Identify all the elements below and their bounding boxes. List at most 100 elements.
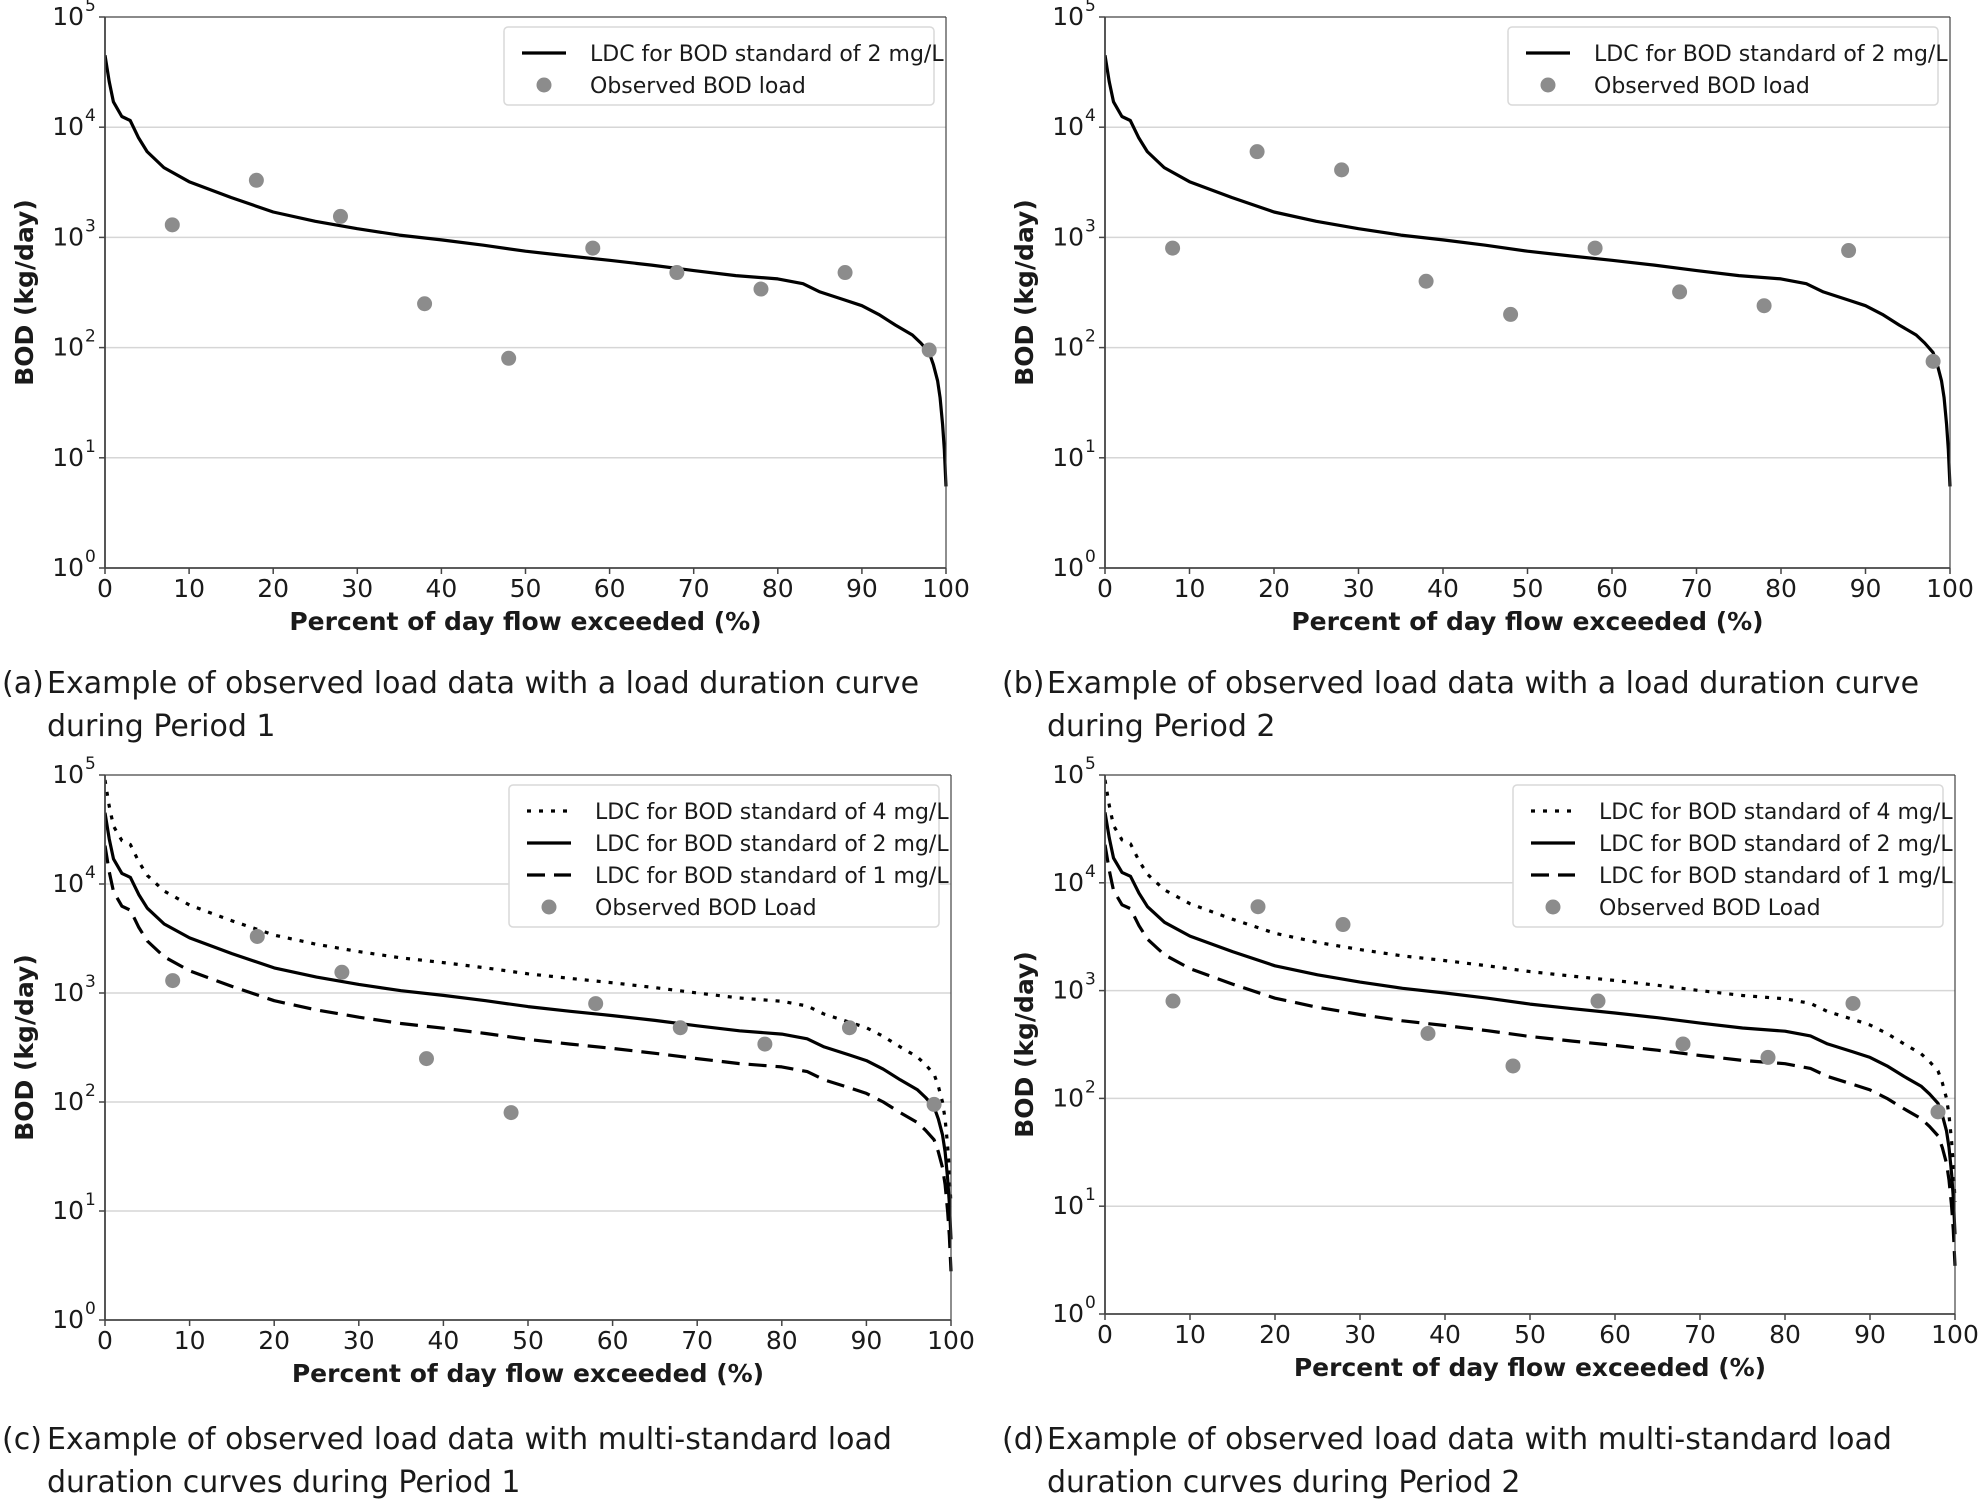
y-tick-exponent: 3 xyxy=(1085,970,1096,990)
data-point xyxy=(926,1096,942,1112)
x-tick-label: 20 xyxy=(257,574,289,603)
y-tick-label: 10 xyxy=(52,112,84,141)
series-line-dotted xyxy=(105,779,953,1207)
legend-label: LDC for BOD standard of 2 mg/L xyxy=(590,42,944,67)
x-tick-label: 80 xyxy=(762,574,794,603)
x-tick-label: 0 xyxy=(1097,574,1113,603)
legend-swatch-point xyxy=(1545,899,1561,915)
x-tick-label: 10 xyxy=(1174,574,1206,603)
data-point xyxy=(1930,1104,1946,1120)
y-tick-label: 10 xyxy=(52,1196,84,1225)
data-point xyxy=(757,1036,773,1052)
x-tick-label: 70 xyxy=(681,1326,713,1355)
x-tick-label: 60 xyxy=(1599,1320,1631,1349)
data-point xyxy=(418,1051,434,1067)
x-tick-label: 70 xyxy=(1684,1320,1716,1349)
y-tick-label: 10 xyxy=(1052,976,1084,1005)
x-tick-label: 50 xyxy=(512,1326,544,1355)
caption-a-tag: (a) xyxy=(2,666,44,701)
data-point xyxy=(588,996,604,1012)
x-tick-label: 90 xyxy=(1850,574,1882,603)
series-line-solid xyxy=(1105,812,1957,1235)
y-tick-exponent: 2 xyxy=(85,1081,96,1101)
y-tick-label: 10 xyxy=(52,443,84,472)
y-tick-label: 10 xyxy=(52,1087,84,1116)
data-point xyxy=(841,1020,857,1036)
y-tick-label: 10 xyxy=(1052,1083,1084,1112)
data-point xyxy=(669,265,685,281)
caption-a-text: Example of observed load data with a loa… xyxy=(47,666,920,744)
data-point xyxy=(1590,993,1606,1009)
x-tick-label: 80 xyxy=(1765,574,1797,603)
data-point xyxy=(249,928,265,944)
data-point xyxy=(1845,995,1861,1011)
y-tick-exponent: 0 xyxy=(1085,1293,1096,1313)
legend: LDC for BOD standard of 4 mg/L LDC for BO… xyxy=(508,784,949,928)
data-point xyxy=(1756,298,1772,314)
x-axis-label: Percent of day flow exceeded (%) xyxy=(289,607,761,636)
x-tick-label: 40 xyxy=(425,574,457,603)
y-tick-exponent: 0 xyxy=(85,1299,96,1319)
x-tick-label: 20 xyxy=(258,1326,290,1355)
legend-label: LDC for BOD standard of 1 mg/L xyxy=(595,864,949,889)
y-tick-label: 10 xyxy=(1052,1299,1084,1328)
x-tick-label: 100 xyxy=(1926,574,1974,603)
x-tick-label: 20 xyxy=(1258,574,1290,603)
data-point xyxy=(1841,243,1857,259)
data-point xyxy=(672,1020,688,1036)
y-tick-exponent: 3 xyxy=(85,972,96,992)
data-point xyxy=(1505,1058,1521,1074)
y-tick-exponent: 0 xyxy=(1085,547,1096,567)
data-point xyxy=(1249,144,1265,160)
x-tick-label: 10 xyxy=(174,1326,206,1355)
data-point xyxy=(837,265,853,281)
series-line-dashed xyxy=(105,845,953,1272)
data-point xyxy=(1334,162,1350,178)
legend-label: LDC for BOD standard of 2 mg/L xyxy=(595,832,949,857)
y-tick-exponent: 4 xyxy=(85,106,96,126)
data-point xyxy=(1587,240,1603,256)
y-tick-label: 10 xyxy=(52,869,84,898)
legend-box xyxy=(1512,784,1944,928)
plot-area xyxy=(105,17,946,568)
y-tick-label: 10 xyxy=(1052,112,1084,141)
y-axis-label: BOD (kg/day) xyxy=(10,954,39,1141)
x-axis-label: Percent of day flow exceeded (%) xyxy=(292,1359,764,1388)
y-tick-label: 10 xyxy=(52,760,84,789)
x-tick-label: 60 xyxy=(597,1326,629,1355)
y-tick-label: 10 xyxy=(1052,868,1084,897)
legend-label: LDC for BOD standard of 4 mg/L xyxy=(1599,800,1953,825)
x-tick-label: 90 xyxy=(1854,1320,1886,1349)
x-tick-label: 30 xyxy=(343,1326,375,1355)
data-point xyxy=(1250,899,1266,915)
x-tick-label: 0 xyxy=(97,574,113,603)
x-tick-label: 0 xyxy=(1097,1320,1113,1349)
legend-label: Observed BOD Load xyxy=(595,896,817,921)
x-tick-label: 40 xyxy=(1427,574,1459,603)
data-point xyxy=(1165,993,1181,1009)
y-tick-label: 10 xyxy=(1052,2,1084,31)
x-tick-label: 90 xyxy=(846,574,878,603)
legend-box xyxy=(508,784,940,928)
plot-area xyxy=(1105,17,1950,568)
y-tick-exponent: 4 xyxy=(1085,862,1096,882)
data-point xyxy=(334,964,350,980)
data-point xyxy=(332,208,348,224)
x-tick-label: 20 xyxy=(1259,1320,1291,1349)
data-point xyxy=(417,296,433,312)
x-tick-label: 60 xyxy=(594,574,626,603)
x-tick-label: 30 xyxy=(1343,574,1375,603)
x-tick-label: 100 xyxy=(1931,1320,1979,1349)
data-point xyxy=(921,342,937,358)
x-tick-label: 70 xyxy=(1681,574,1713,603)
x-tick-label: 0 xyxy=(97,1326,113,1355)
y-tick-exponent: 3 xyxy=(1085,216,1096,236)
data-point xyxy=(164,217,180,233)
y-axis-label: BOD (kg/day) xyxy=(1010,199,1039,386)
legend-label: LDC for BOD standard of 1 mg/L xyxy=(1599,864,1953,889)
y-tick-exponent: 1 xyxy=(1085,437,1096,457)
data-point xyxy=(1165,240,1181,256)
